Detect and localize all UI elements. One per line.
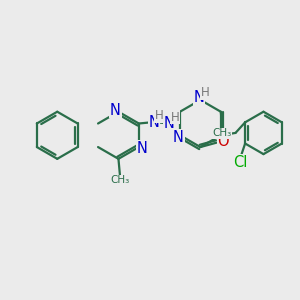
Text: CH₃: CH₃ [110, 175, 130, 185]
Text: N: N [110, 103, 121, 118]
Text: CH₃: CH₃ [213, 128, 232, 138]
Text: H: H [170, 110, 179, 124]
Text: Cl: Cl [233, 155, 248, 170]
Text: N: N [194, 90, 204, 105]
Text: N: N [164, 116, 175, 131]
Text: O: O [217, 134, 229, 149]
Text: N: N [173, 130, 184, 145]
Text: N: N [149, 115, 160, 130]
Text: H: H [200, 86, 209, 99]
Text: N: N [136, 141, 147, 156]
Text: H: H [155, 109, 164, 122]
